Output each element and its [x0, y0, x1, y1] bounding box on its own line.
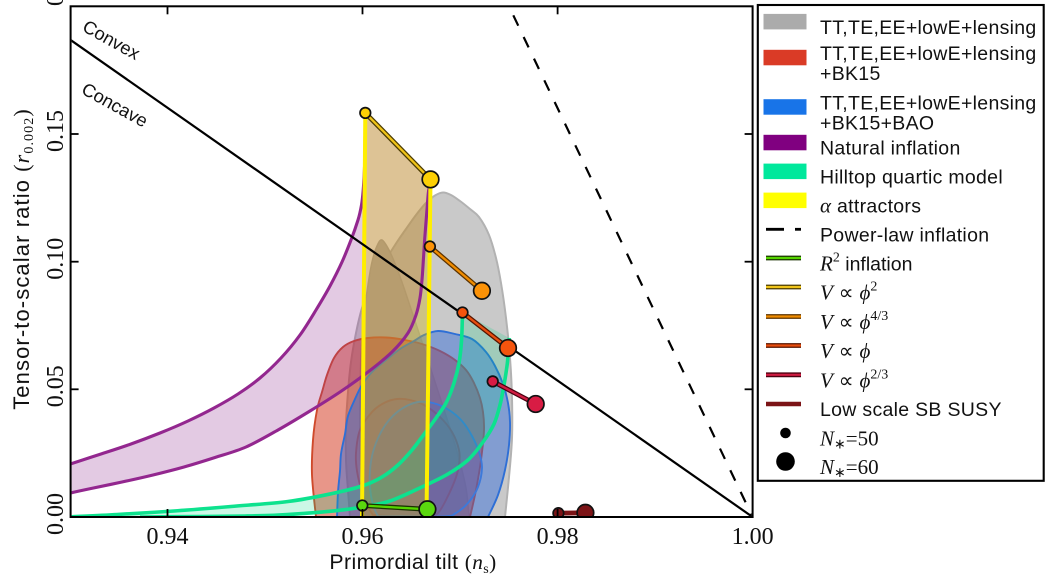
svg-text:+BK15: +BK15 — [820, 63, 881, 85]
svg-text:Tensor-to-scalar ratio (r0.002: Tensor-to-scalar ratio (r0.002) — [9, 108, 37, 410]
svg-text:Primordial tilt (ns): Primordial tilt (ns) — [329, 550, 496, 577]
svg-text:TT,TE,EE+lowE+lensing: TT,TE,EE+lowE+lensing — [820, 92, 1037, 114]
svg-text:0.05: 0.05 — [43, 365, 69, 407]
svg-text:V ∝ ϕ2: V ∝ ϕ2 — [820, 280, 877, 305]
svg-text:0.15: 0.15 — [43, 110, 69, 152]
svg-text:0.94: 0.94 — [147, 524, 189, 550]
svg-text:TT,TE,EE+lowE+lensing: TT,TE,EE+lowE+lensing — [820, 17, 1037, 39]
svg-text:α: α — [820, 194, 832, 218]
svg-text:Power-law inflation: Power-law inflation — [820, 224, 989, 246]
svg-text:0.2: 0.2 — [43, 0, 69, 6]
svg-text:N∗=60: N∗=60 — [819, 455, 879, 481]
svg-text:0.10: 0.10 — [43, 238, 69, 280]
svg-text:0.00: 0.00 — [43, 493, 69, 535]
svg-text:Natural inflation: Natural inflation — [820, 138, 961, 160]
svg-text:Low scale SB SUSY: Low scale SB SUSY — [820, 399, 1002, 421]
svg-text:attractors: attractors — [837, 195, 921, 217]
svg-text:Hilltop quartic model: Hilltop quartic model — [820, 166, 1003, 188]
svg-text:0.96: 0.96 — [342, 524, 384, 550]
svg-text:0.98: 0.98 — [537, 524, 579, 550]
svg-text:V ∝ ϕ: V ∝ ϕ — [820, 339, 871, 364]
svg-text:N∗=50: N∗=50 — [819, 426, 879, 452]
svg-text:R2 inflation: R2 inflation — [819, 251, 912, 276]
svg-text:+BK15+BAO: +BK15+BAO — [820, 112, 934, 134]
svg-text:1.00: 1.00 — [732, 524, 774, 550]
svg-text:V ∝ ϕ4/3: V ∝ ϕ4/3 — [820, 309, 888, 334]
svg-text:TT,TE,EE+lowE+lensing: TT,TE,EE+lowE+lensing — [820, 43, 1037, 65]
svg-text:V ∝ ϕ2/3: V ∝ ϕ2/3 — [820, 368, 888, 393]
